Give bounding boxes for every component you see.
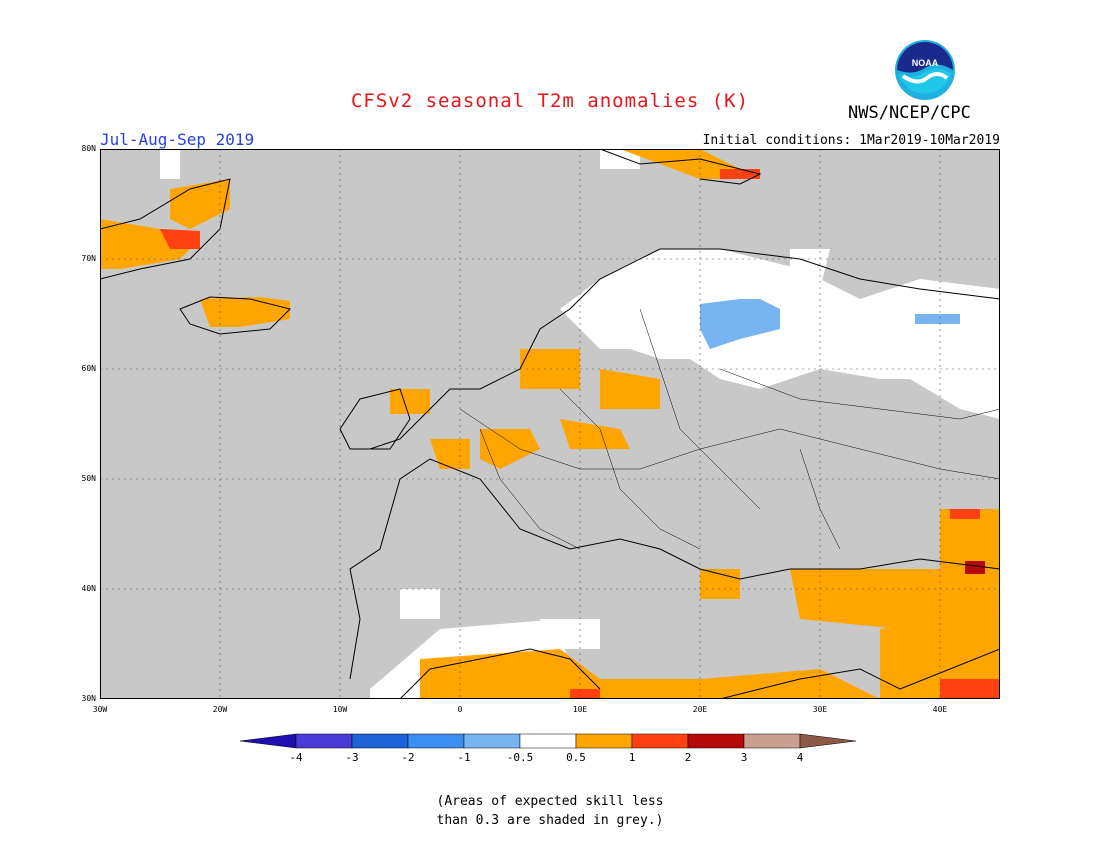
- colorbar-cell: [463, 733, 521, 749]
- logo-text: NOAA: [912, 58, 939, 68]
- lon-label-30e: 30E: [812, 705, 828, 714]
- colorbar-cell: [687, 733, 745, 749]
- colorbar-label: 1: [628, 751, 636, 764]
- lat-label-80n: 80N: [81, 144, 96, 153]
- colorbar: [240, 733, 857, 749]
- colorbar-label: 3: [740, 751, 748, 764]
- colorbar-cell-high-triangle: [799, 733, 857, 749]
- colorbar-label: -2: [401, 751, 415, 764]
- lon-label-20e: 20E: [692, 705, 708, 714]
- colorbar-label: -0.5: [506, 751, 534, 764]
- lat-label-50n: 50N: [81, 474, 96, 483]
- colorbar-cell: [351, 733, 409, 749]
- lon-label-10e: 10E: [572, 705, 588, 714]
- colorbar-label: 2: [684, 751, 692, 764]
- colorbar-label: 4: [796, 751, 804, 764]
- skill-note-line2: than 0.3 are shaded in grey.): [436, 813, 664, 828]
- lon-label-10w: 10W: [332, 705, 348, 714]
- colorbar-label: -1: [457, 751, 471, 764]
- lon-label-30w: 30W: [92, 705, 108, 714]
- initial-conditions-label: Initial conditions: 1Mar2019-10Mar2019: [702, 133, 1000, 148]
- lat-label-40n: 40N: [81, 584, 96, 593]
- colorbar-cell: [743, 733, 801, 749]
- agency-label: NWS/NCEP/CPC: [848, 103, 971, 123]
- warm-anomaly-areas: [100, 149, 1000, 699]
- colorbar-cell-low-triangle: [240, 733, 297, 749]
- map-gridlines: [100, 149, 1000, 699]
- colorbar-cell: [519, 733, 577, 749]
- colorbar-cell: [407, 733, 465, 749]
- coastline-outlines: [100, 149, 1000, 699]
- skill-note: (Areas of expected skill less than 0.3 a…: [0, 792, 1100, 830]
- lon-label-0: 0: [457, 705, 463, 714]
- lat-label-70n: 70N: [81, 254, 96, 263]
- colorbar-label: 0.5: [566, 751, 586, 764]
- lon-label-20w: 20W: [212, 705, 228, 714]
- very-hot-anomaly-areas: [965, 561, 985, 574]
- lat-label-60n: 60N: [81, 364, 96, 373]
- colorbar-label: -3: [345, 751, 359, 764]
- colorbar-cell: [631, 733, 689, 749]
- colorbar-label: -4: [289, 751, 303, 764]
- season-label: Jul-Aug-Sep 2019: [100, 130, 255, 149]
- lat-label-30n: 30N: [81, 694, 96, 703]
- colorbar-cells: [240, 733, 857, 749]
- colorbar-cell: [295, 733, 353, 749]
- hot-anomaly-areas: [160, 169, 1000, 699]
- skill-note-line1: (Areas of expected skill less: [436, 794, 664, 809]
- cold-anomaly-areas: [700, 299, 960, 349]
- noaa-logo-icon: NOAA: [895, 40, 955, 100]
- anomaly-map: [100, 149, 1000, 699]
- lon-label-40e: 40E: [932, 705, 948, 714]
- country-borders: [459, 308, 1000, 550]
- chart-title: CFSv2 seasonal T2m anomalies (K): [350, 90, 750, 112]
- colorbar-cell: [575, 733, 633, 749]
